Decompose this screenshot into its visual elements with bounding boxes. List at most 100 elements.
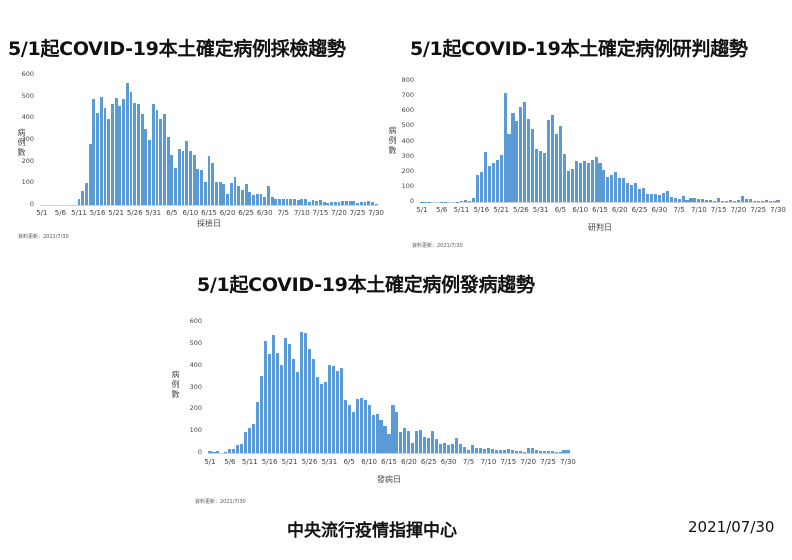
- bar: [538, 450, 542, 453]
- x-tick-label: 7/25: [349, 209, 366, 217]
- bar: [359, 202, 363, 205]
- bar: [732, 200, 737, 202]
- bar: [303, 332, 307, 453]
- bar: [740, 195, 744, 202]
- y-tick-label: 600: [189, 317, 202, 325]
- x-tick-label: 7/25: [750, 206, 767, 214]
- chart3-title: 5/1起COVID-19本土確定病例發病趨勢: [197, 274, 535, 296]
- bar: [266, 185, 270, 205]
- bar: [638, 188, 642, 202]
- bar: [685, 200, 689, 202]
- bar: [403, 427, 407, 453]
- bar: [622, 177, 626, 202]
- x-tick-label: 7/10: [293, 209, 310, 217]
- bar: [653, 194, 657, 202]
- y-tick-label: 200: [21, 156, 34, 165]
- bar: [562, 450, 566, 453]
- bar: [574, 161, 578, 202]
- data-update-note: 資料更新：2021/7/30: [412, 243, 463, 249]
- bar: [634, 182, 638, 202]
- bar: [547, 119, 551, 202]
- x-tick-label: 7/10: [691, 206, 707, 214]
- bar: [311, 359, 315, 453]
- y-tick-label: 500: [21, 91, 34, 100]
- bar: [483, 152, 487, 202]
- x-tick-label: 6/20: [611, 206, 628, 214]
- bar: [546, 451, 550, 453]
- bar: [717, 198, 721, 202]
- x-tick-label: 5/16: [89, 209, 106, 217]
- bar: [192, 155, 196, 205]
- x-tick-label: 5/6: [436, 206, 448, 214]
- bar: [630, 185, 634, 202]
- x-tick-label: 7/20: [331, 209, 347, 217]
- bar: [363, 201, 367, 205]
- bar: [244, 184, 248, 205]
- bar: [661, 193, 665, 202]
- bar: [515, 120, 519, 202]
- bar: [226, 194, 229, 205]
- x-tick-label: 6/10: [182, 209, 199, 217]
- bar: [252, 194, 255, 205]
- x-tick-label: 7/5: [462, 458, 475, 466]
- x-tick-label: 6/5: [166, 209, 178, 217]
- bar: [415, 431, 419, 453]
- bar: [144, 129, 148, 205]
- y-tick-label: 200: [189, 404, 202, 413]
- bar: [371, 415, 375, 453]
- bar: [295, 371, 300, 453]
- bar: [530, 448, 534, 453]
- x-tick-label: 5/31: [321, 458, 338, 466]
- x-tick-label: 7/5: [673, 206, 685, 214]
- y-tick-label: 0: [409, 197, 414, 205]
- y-tick-label: 0: [197, 448, 202, 456]
- y-tick-label: 600: [401, 106, 414, 115]
- bar: [319, 383, 323, 453]
- x-tick-label: 5/6: [224, 458, 236, 466]
- data-update-note: 資料更新：2021/7/30: [18, 234, 69, 240]
- bar: [299, 331, 304, 453]
- bar: [487, 166, 491, 202]
- bar: [84, 183, 88, 205]
- bar: [705, 200, 709, 202]
- bar: [344, 201, 348, 205]
- bar: [673, 198, 677, 202]
- bar: [467, 200, 471, 202]
- bar: [352, 201, 356, 205]
- x-tick-label: 6/15: [201, 209, 217, 217]
- bar: [554, 451, 558, 453]
- x-tick-label: 5/1: [204, 458, 216, 466]
- bar: [478, 448, 483, 453]
- bar: [697, 198, 701, 202]
- bar: [343, 399, 347, 453]
- y-tick-label: 700: [401, 91, 414, 100]
- bar: [278, 198, 281, 205]
- bar: [435, 438, 439, 453]
- bar: [348, 200, 352, 205]
- x-tick-label: 5/1: [36, 209, 48, 217]
- bar: [379, 420, 383, 453]
- bar: [174, 167, 177, 205]
- x-axis-label: 發病日: [377, 475, 401, 484]
- bar: [240, 444, 244, 453]
- x-tick-label: 5/11: [71, 209, 87, 217]
- y-axis-label: 病例數: [388, 126, 397, 155]
- bar: [542, 450, 546, 453]
- x-tick-label: 5/31: [532, 206, 549, 214]
- bar: [200, 169, 203, 205]
- bar: [531, 129, 535, 202]
- x-tick-label: 5/16: [261, 458, 278, 466]
- bar: [427, 438, 431, 453]
- bar: [367, 201, 371, 205]
- x-tick-label: 7/30: [770, 206, 786, 214]
- bar: [486, 448, 490, 453]
- x-tick-label: 6/5: [554, 206, 567, 214]
- bar: [327, 365, 331, 453]
- bar: [335, 371, 339, 453]
- bar: [534, 449, 538, 453]
- bar: [203, 182, 207, 205]
- plot-area: [420, 81, 780, 203]
- x-tick-label: 5/1: [416, 206, 428, 214]
- bar: [772, 200, 776, 202]
- bar: [491, 162, 495, 202]
